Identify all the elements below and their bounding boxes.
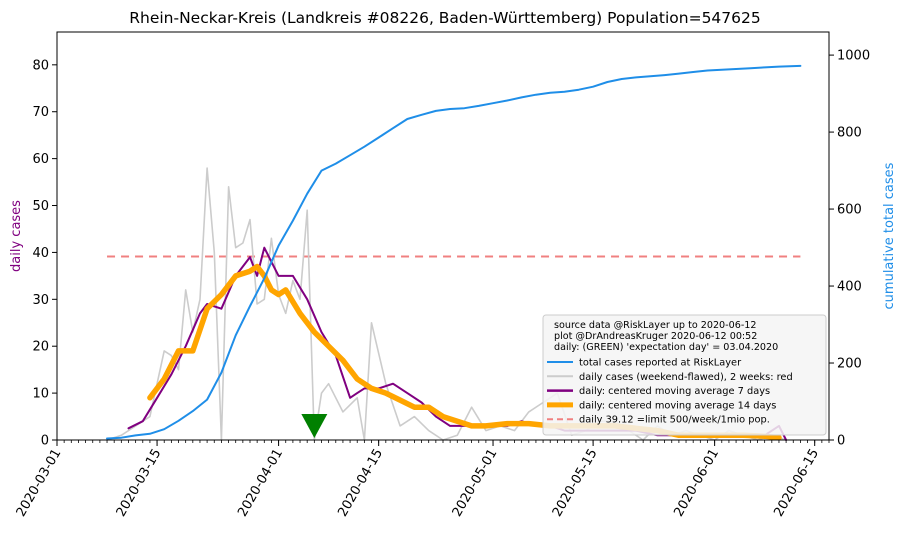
y-tick-label: 10 (32, 387, 49, 402)
y-tick-label: 30 (32, 293, 49, 308)
legend-label-ma14: daily: centered moving average 14 days (579, 400, 776, 411)
y2-tick-label: 0 (837, 434, 845, 449)
y2-axis-label: cumulative total cases (882, 162, 897, 309)
x-tick-label: 2020-03-15 (114, 447, 165, 520)
legend-header-line: plot @DrAndreasKruger 2020-06-12 00:52 (554, 331, 757, 342)
y-tick-label: 40 (32, 246, 49, 261)
legend-label-daily_raw: daily cases (weekend-flawed), 2 weeks: r… (579, 372, 793, 383)
legend-label-limit: daily 39.12 =limit 500/week/1mio pop. (579, 415, 770, 426)
y-tick-label: 80 (32, 58, 49, 73)
y-axis-label: daily cases (9, 200, 24, 272)
legend-header-line: daily: (GREEN) 'expectation day' = 03.04… (554, 342, 778, 353)
x-tick-label: 2020-05-01 (450, 447, 501, 520)
y-tick-label: 0 (41, 434, 49, 449)
x-tick-label: 2020-03-01 (14, 447, 65, 520)
legend-label-ma7: daily: centered moving average 7 days (579, 386, 770, 397)
y-tick-label: 50 (32, 199, 49, 214)
x-tick-label: 2020-05-15 (550, 447, 601, 520)
y2-tick-label: 800 (837, 126, 862, 141)
y2-tick-label: 600 (837, 203, 862, 218)
legend-label-total: total cases reported at RiskLayer (579, 358, 742, 369)
chart-title: Rhein-Neckar-Kreis (Landkreis #08226, Ba… (129, 9, 761, 27)
y-tick-label: 60 (32, 152, 49, 167)
x-tick-label: 2020-04-15 (335, 447, 386, 520)
y-tick-label: 20 (32, 340, 49, 355)
y2-tick-label: 400 (837, 280, 862, 295)
x-tick-label: 2020-04-01 (235, 447, 286, 520)
x-tick-label: 2020-06-15 (771, 447, 822, 520)
y2-tick-label: 1000 (837, 49, 870, 64)
legend-header-line: source data @RiskLayer up to 2020-06-12 (554, 320, 757, 331)
series-line-total (106, 64, 802, 440)
y2-tick-label: 200 (837, 357, 862, 372)
y-tick-label: 70 (32, 105, 49, 120)
x-tick-label: 2020-06-01 (671, 447, 722, 520)
legend-box (542, 314, 827, 436)
expectation-day-marker (301, 414, 328, 438)
